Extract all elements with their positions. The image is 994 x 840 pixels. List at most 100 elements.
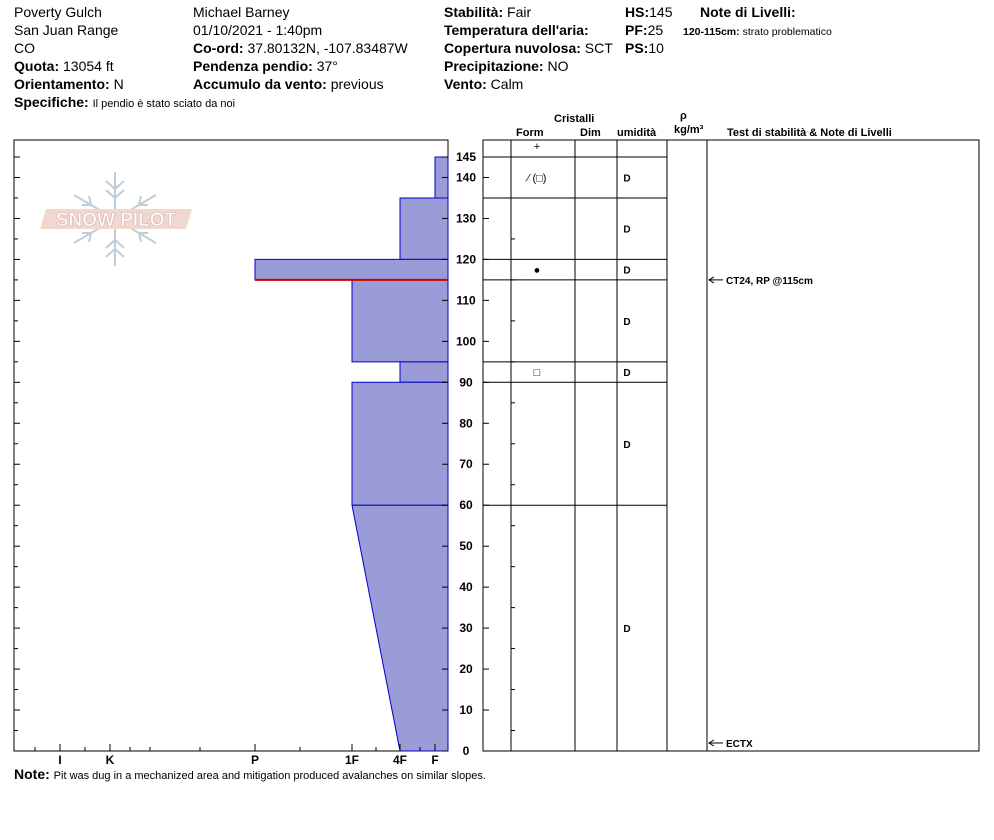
sky-value: SCT xyxy=(584,40,613,56)
moisture-label: D xyxy=(623,173,630,184)
y-tick-label: 70 xyxy=(459,457,473,471)
aspect: Orientamento: N xyxy=(14,76,124,93)
y-tick-label: 60 xyxy=(459,498,473,512)
mountain-range: San Juan Range xyxy=(14,22,119,38)
moisture-label: D xyxy=(623,317,630,328)
location: Poverty Gulch xyxy=(14,4,102,20)
stability-label: Stabilità: xyxy=(444,4,504,20)
wind: Vento: Calm xyxy=(444,76,523,93)
layer-note-range: 120-115cm: xyxy=(683,26,740,38)
pf-label: PF: xyxy=(625,22,648,38)
precip-value: NO xyxy=(547,58,569,74)
grain-table-frame xyxy=(482,139,980,752)
y-tick-label: 0 xyxy=(463,744,470,758)
y-axis: 0 10 20 30 40 50 60 70 80 90 100 110 120 130 140 145 xyxy=(14,150,515,758)
hs-label: HS: xyxy=(625,4,650,20)
wind-loading-label: Accumulo da vento: xyxy=(193,76,327,92)
hardness-layer xyxy=(351,381,449,506)
aspect-value: N xyxy=(113,76,124,92)
grain-form-symbol: ● xyxy=(534,265,541,277)
test-label: CT24, RP @115cm xyxy=(726,276,813,287)
pf-value: 25 xyxy=(647,22,664,38)
moisture-header: umidità xyxy=(617,127,657,139)
hardness-layer xyxy=(351,279,449,363)
x-tick-label: F xyxy=(431,753,438,767)
specifics-label: Specifiche: xyxy=(14,94,89,110)
coordinates: Co-ord: 37.80132N, -107.83487W xyxy=(193,40,408,57)
ski-penetration: PS:10 xyxy=(625,40,664,57)
specifics-value: Il pendio è stato sciato da noi xyxy=(92,98,236,110)
elevation-label: Quota: xyxy=(14,58,60,74)
wind-label: Vento: xyxy=(444,76,487,92)
grain-form-symbol: ⁄ (□) xyxy=(525,172,547,184)
layer-notes-title: Note di Livelli: xyxy=(700,4,796,20)
stability-value: Fair xyxy=(507,4,532,20)
wind-loading-value: previous xyxy=(330,76,384,92)
moisture-label: D xyxy=(623,225,630,236)
foot-penetration: PF:25 xyxy=(625,22,663,39)
layer-note-text: strato problematico xyxy=(742,26,832,38)
y-tick-label: 40 xyxy=(459,580,473,594)
layer-note: 120-115cm: strato problematico xyxy=(683,24,832,41)
observer: Michael Barney xyxy=(193,4,290,20)
y-tick-label: 10 xyxy=(459,703,473,717)
stability-tests: CT24, RP @115cm ECTX xyxy=(708,276,813,750)
y-tick-label: 130 xyxy=(456,211,476,225)
y-tick-label: 145 xyxy=(456,150,476,164)
ps-value: 10 xyxy=(648,40,664,56)
elevation: Quota: 13054 ft xyxy=(14,58,114,75)
hardness-layer xyxy=(399,361,449,383)
x-tick-label: 1F xyxy=(345,753,359,767)
test-arrow-icon xyxy=(708,276,715,284)
slope-value: 37° xyxy=(316,58,338,74)
slope-label: Pendenza pendio: xyxy=(193,58,313,74)
x-axis: I K P 1F 4F F xyxy=(34,744,439,767)
test-label: ECTX xyxy=(726,739,753,750)
moisture-label: D xyxy=(623,440,630,451)
grain-layers: + ⁄ (□) D D ● D D □ D D D xyxy=(483,141,667,635)
hardness-layer xyxy=(351,504,449,752)
specifics: Specifiche: Il pendio è stato sciato da … xyxy=(14,94,235,113)
y-tick-label: 80 xyxy=(459,416,473,430)
stability: Stabilità: Fair xyxy=(444,4,531,21)
hs-value: 145 xyxy=(649,4,673,20)
footer-note: Note: Pit was dug in a mechanized area a… xyxy=(14,766,486,785)
y-tick-label: 20 xyxy=(459,662,473,676)
grain-form-symbol: □ xyxy=(534,367,541,379)
crystals-header: Cristalli xyxy=(554,113,595,125)
x-tick-label: I xyxy=(58,753,61,767)
test-arrow-icon xyxy=(708,739,715,747)
ps-label: PS: xyxy=(625,40,649,56)
wind-loading: Accumulo da vento: previous xyxy=(193,76,384,93)
grain-table xyxy=(482,139,980,752)
x-tick-label: P xyxy=(251,753,259,767)
moisture-label: D xyxy=(623,266,630,277)
y-tick-label: 120 xyxy=(456,252,476,266)
air-temp-label: Temperatura dell'aria: xyxy=(444,22,589,38)
x-tick-label: 4F xyxy=(393,753,407,767)
precip-label: Precipitazione: xyxy=(444,58,544,74)
rho-header: ρ xyxy=(680,110,687,122)
dim-header: Dim xyxy=(580,127,601,139)
aspect-label: Orientamento: xyxy=(14,76,110,92)
y-tick-label: 100 xyxy=(456,334,476,348)
note-text: Pit was dug in a mechanized area and mit… xyxy=(53,770,486,782)
sky-label: Copertura nuvolosa: xyxy=(444,40,581,56)
hardness-profile xyxy=(254,156,449,752)
y-tick-label: 50 xyxy=(459,539,473,553)
tests-header: Test di stabilità & Note di Livelli xyxy=(727,127,892,139)
elevation-value: 13054 ft xyxy=(63,58,114,74)
coord-value: 37.80132N, -107.83487W xyxy=(247,40,408,56)
wind-value: Calm xyxy=(490,76,524,92)
x-tick-label: K xyxy=(106,753,115,767)
date-time: 01/10/2021 - 1:40pm xyxy=(193,22,323,38)
hardness-layer xyxy=(399,197,449,260)
moisture-label: D xyxy=(623,624,630,635)
sky-cover: Copertura nuvolosa: SCT xyxy=(444,40,613,57)
moisture-label: D xyxy=(623,368,630,379)
form-header: Form xyxy=(516,127,544,139)
y-tick-label: 140 xyxy=(456,170,476,184)
y-tick-label: 110 xyxy=(456,293,476,307)
state: CO xyxy=(14,40,35,56)
